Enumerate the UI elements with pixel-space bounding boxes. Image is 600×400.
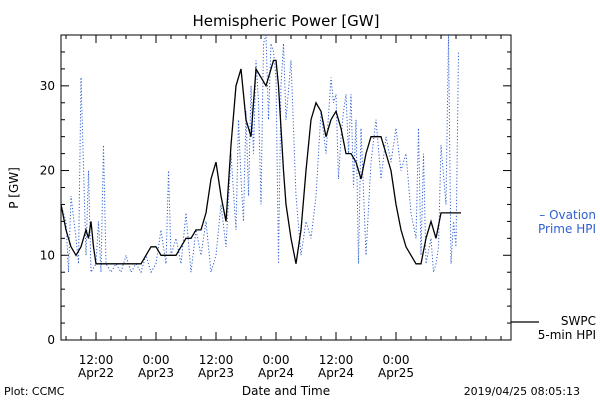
axis-ticks: 010203012:00Apr220:00Apr2312:00Apr230:00… — [40, 34, 511, 380]
x-tick-time-label: 12:00 — [79, 353, 114, 367]
y-tick-label: 10 — [40, 248, 55, 262]
x-tick-time-label: 12:00 — [319, 353, 354, 367]
y-tick-label: 30 — [40, 79, 55, 93]
y-tick-label: 0 — [47, 333, 55, 347]
legend-ovation-label: Prime HPI — [538, 222, 596, 236]
x-tick-date-label: Apr23 — [138, 366, 174, 380]
y-axis-label: P [GW] — [7, 167, 21, 209]
x-tick-time-label: 0:00 — [383, 353, 410, 367]
footer-plot-credit: Plot: CCMC — [4, 385, 65, 398]
x-tick-date-label: Apr23 — [198, 366, 234, 380]
x-tick-date-label: Apr24 — [318, 366, 354, 380]
series-group — [60, 34, 461, 274]
x-tick-time-label: 12:00 — [199, 353, 234, 367]
ovation-prime-series-line — [60, 34, 459, 274]
y-tick-label: 20 — [40, 164, 55, 178]
footer-timestamp: 2019/04/25 08:05:13 — [464, 385, 580, 398]
chart-title: Hemispheric Power [GW] — [193, 12, 380, 30]
legend-swpc-label: SWPC — [561, 314, 596, 328]
x-tick-date-label: Apr22 — [78, 366, 114, 380]
x-tick-date-label: Apr25 — [378, 366, 414, 380]
x-axis-label: Date and Time — [242, 384, 330, 398]
plot-frame — [60, 34, 512, 341]
swpc-series-line — [60, 59, 461, 265]
legend-swpc-label: 5-min HPI — [538, 328, 596, 342]
x-tick-date-label: Apr24 — [258, 366, 294, 380]
legend-ovation-label: – Ovation — [539, 208, 596, 222]
x-tick-time-label: 0:00 — [143, 353, 170, 367]
x-tick-time-label: 0:00 — [263, 353, 290, 367]
